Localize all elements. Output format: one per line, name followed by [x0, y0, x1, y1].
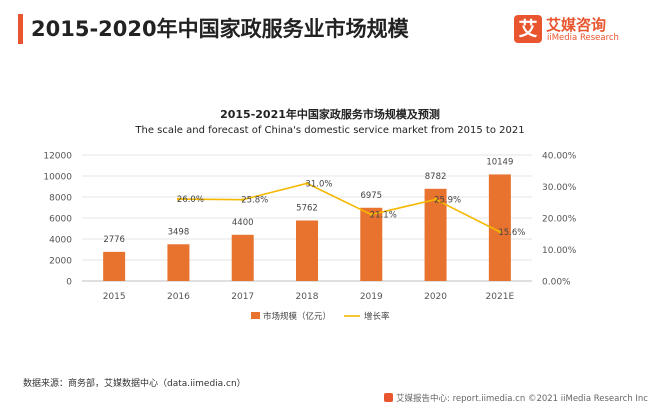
legend-bar-label: 市场规模（亿元） [263, 311, 331, 322]
bar [488, 174, 511, 281]
bar-value-label: 2776 [103, 235, 125, 245]
growth-rate-point [434, 197, 438, 201]
legend-line-label: 增长率 [364, 311, 390, 322]
brand-logo-icon: 艾 [514, 15, 542, 43]
y-left-tick-label: 8000 [49, 194, 72, 204]
title-accent-bar [18, 14, 23, 44]
growth-rate-point [305, 181, 309, 185]
y-left-tick-label: 2000 [49, 257, 72, 267]
bar-value-label: 6975 [360, 191, 382, 201]
growth-rate-line [178, 182, 501, 233]
x-tick-label: 2021E [486, 292, 515, 302]
y-right-tick-label: 30.00% [542, 183, 577, 193]
bar-value-label: 10149 [486, 157, 513, 167]
growth-rate-label: 15.6% [498, 228, 525, 238]
y-right-tick-label: 40.00% [542, 152, 577, 162]
x-tick-label: 2019 [360, 292, 383, 302]
growth-rate-label: 21.1% [370, 211, 397, 221]
bar-value-label: 4400 [232, 218, 254, 228]
bar [103, 251, 126, 281]
bar [231, 234, 254, 281]
bar [360, 207, 383, 281]
bar-value-label: 5762 [296, 203, 318, 213]
bar [167, 244, 190, 281]
x-tick-label: 2018 [296, 292, 319, 302]
growth-rate-label: 25.8% [241, 196, 268, 206]
page-title: 2015-2020年中国家政服务业市场规模 [31, 17, 409, 41]
y-left-tick-label: 4000 [49, 236, 72, 246]
x-tick-label: 2020 [424, 292, 447, 302]
brand-subtitle: iiMedia Research [547, 33, 619, 43]
y-right-tick-label: 0.00% [542, 278, 571, 288]
growth-rate-label: 25.9% [434, 195, 461, 205]
growth-rate-point [176, 197, 180, 201]
bar-value-label: 8782 [425, 172, 447, 182]
bar [424, 188, 447, 281]
x-tick-label: 2017 [231, 292, 254, 302]
growth-rate-point [241, 198, 245, 202]
brand-logo-block: 艾 艾媒咨询 iiMedia Research [514, 15, 649, 49]
footer-logo-icon [384, 393, 394, 402]
bar [296, 220, 318, 281]
growth-rate-label: 26.0% [177, 195, 204, 205]
y-left-tick-label: 12000 [43, 152, 72, 162]
y-left-tick-label: 0 [66, 278, 72, 288]
chart-subtitle: The scale and forecast of China's domest… [135, 125, 525, 136]
y-right-tick-label: 20.00% [542, 215, 577, 225]
bar-value-label: 3498 [168, 227, 190, 237]
y-right-tick-label: 10.00% [542, 246, 577, 256]
footer: 艾媒报告中心: report.iimedia.cn ©2021 iiMedia … [384, 392, 648, 404]
x-tick-label: 2015 [103, 292, 126, 302]
x-tick-label: 2016 [167, 292, 190, 302]
y-left-tick-label: 6000 [49, 215, 72, 225]
growth-rate-point [369, 213, 373, 217]
legend-bar-swatch [251, 312, 260, 319]
growth-rate-point [498, 230, 502, 234]
chart-title: 2015-2021年中国家政服务市场规模及预测 [220, 108, 440, 121]
y-left-tick-label: 10000 [43, 173, 72, 183]
footer-text: 艾媒报告中心: report.iimedia.cn ©2021 iiMedia … [396, 394, 648, 404]
growth-rate-label: 31.0% [305, 179, 332, 189]
brand-name: 艾媒咨询 [546, 16, 607, 34]
data-source: 数据来源：商务部，艾媒数据中心（data.iimedia.cn） [23, 379, 246, 389]
